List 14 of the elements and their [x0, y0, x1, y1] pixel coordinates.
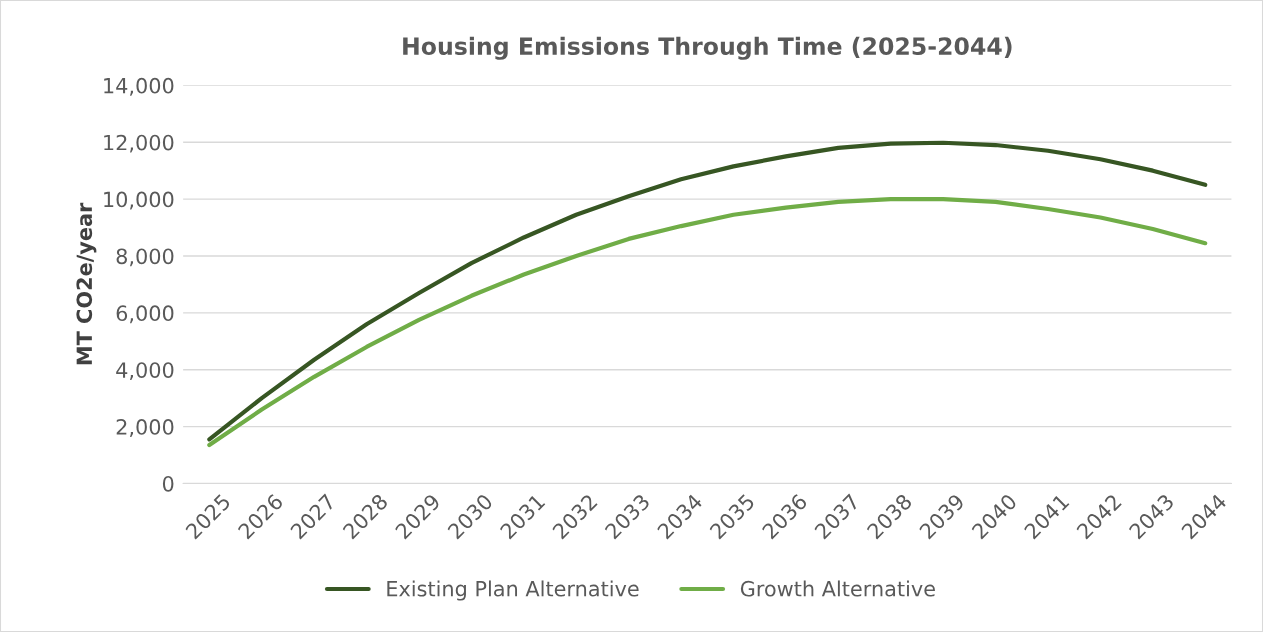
y-tick-label: 10,000: [104, 191, 174, 210]
legend-label: Existing Plan Alternative: [387, 580, 639, 601]
y-tick-label: 8,000: [116, 248, 174, 267]
chart-title: Housing Emissions Through Time (2025-2044): [403, 36, 1012, 60]
y-axis-title: MT CO2e/year: [76, 202, 97, 365]
y-tick-label: 6,000: [116, 305, 174, 324]
y-tick-label: 4,000: [116, 362, 174, 381]
y-tick-label: 0: [162, 475, 174, 492]
line-series: [207, 196, 1208, 448]
legend-label: Growth Alternative: [740, 580, 935, 597]
line-series: [207, 140, 1208, 442]
y-tick-label: 14,000: [104, 77, 174, 96]
y-tick-label: 12,000: [104, 134, 174, 153]
y-tick-label: 2,000: [116, 419, 174, 437]
